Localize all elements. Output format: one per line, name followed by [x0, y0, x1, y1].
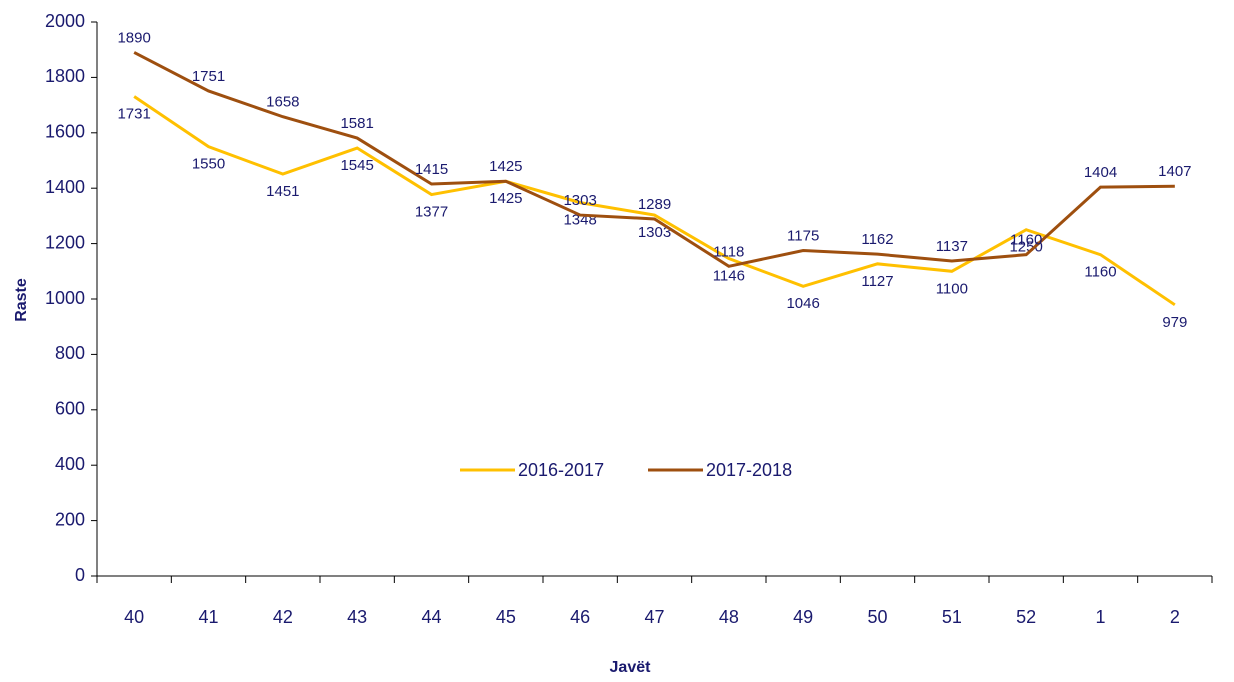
y-tick-label: 1200: [45, 232, 85, 252]
y-tick-label: 1800: [45, 66, 85, 86]
x-tick-label: 47: [644, 607, 664, 627]
data-label: 1451: [266, 183, 299, 200]
data-label: 1407: [1158, 163, 1191, 180]
data-label: 1146: [713, 268, 745, 285]
data-label: 1731: [117, 105, 150, 122]
data-label: 1550: [192, 156, 225, 173]
x-tick-label: 46: [570, 607, 590, 627]
x-tick-label: 44: [421, 607, 441, 627]
data-label: 1581: [340, 115, 373, 132]
x-tick-label: 1: [1095, 607, 1105, 627]
data-label: 1377: [415, 204, 448, 221]
series-line: [133, 51, 1175, 268]
data-label: 979: [1162, 314, 1187, 331]
data-label: 1289: [638, 196, 671, 213]
data-label: 1046: [786, 295, 819, 312]
y-tick-label: 2000: [45, 11, 85, 31]
data-label: 1100: [936, 280, 968, 297]
y-tick-label: 1400: [45, 177, 85, 197]
x-tick-label: 48: [719, 607, 739, 627]
data-label: 1137: [936, 238, 968, 255]
data-label: 1118: [713, 243, 744, 260]
x-tick-label: 41: [198, 607, 218, 627]
data-label: 1658: [266, 94, 299, 111]
x-tick-label: 45: [496, 607, 516, 627]
data-label: 1160: [1084, 264, 1116, 281]
data-label: 1162: [861, 231, 893, 248]
x-tick-label: 40: [124, 607, 144, 627]
x-tick-label: 43: [347, 607, 367, 627]
y-tick-label: 1600: [45, 122, 85, 142]
y-tick-label: 800: [55, 343, 85, 363]
x-tick-label: 42: [273, 607, 293, 627]
legend-label: 2017-2018: [706, 460, 792, 480]
data-label: 1404: [1084, 164, 1117, 181]
legend-label: 2016-2017: [518, 460, 604, 480]
data-label: 1425: [489, 158, 522, 175]
x-tick-label: 2: [1170, 607, 1180, 627]
data-label: 1415: [415, 161, 448, 178]
data-label: 1127: [861, 273, 893, 290]
y-tick-label: 1000: [45, 288, 85, 308]
data-label: 1890: [117, 29, 150, 46]
data-label: 1425: [489, 190, 522, 207]
series-line: [133, 95, 1176, 307]
y-tick-label: 400: [55, 454, 85, 474]
y-tick-label: 600: [55, 399, 85, 419]
x-tick-label: 50: [867, 607, 887, 627]
y-tick-label: 200: [55, 509, 85, 529]
data-label: 1303: [638, 224, 671, 241]
data-label: 1250: [1009, 239, 1042, 256]
data-label: 1160: [1010, 232, 1042, 249]
data-label: 1175: [787, 227, 819, 244]
x-tick-label: 52: [1016, 607, 1036, 627]
x-tick-label: 49: [793, 607, 813, 627]
data-label: 1751: [192, 68, 225, 85]
x-tick-label: 51: [942, 607, 962, 627]
data-label: 1303: [563, 192, 596, 209]
data-label: 1545: [340, 157, 373, 174]
x-axis-title: Javët: [610, 659, 652, 676]
y-axis-title: Raste: [13, 278, 30, 322]
y-tick-label: 0: [75, 565, 85, 585]
